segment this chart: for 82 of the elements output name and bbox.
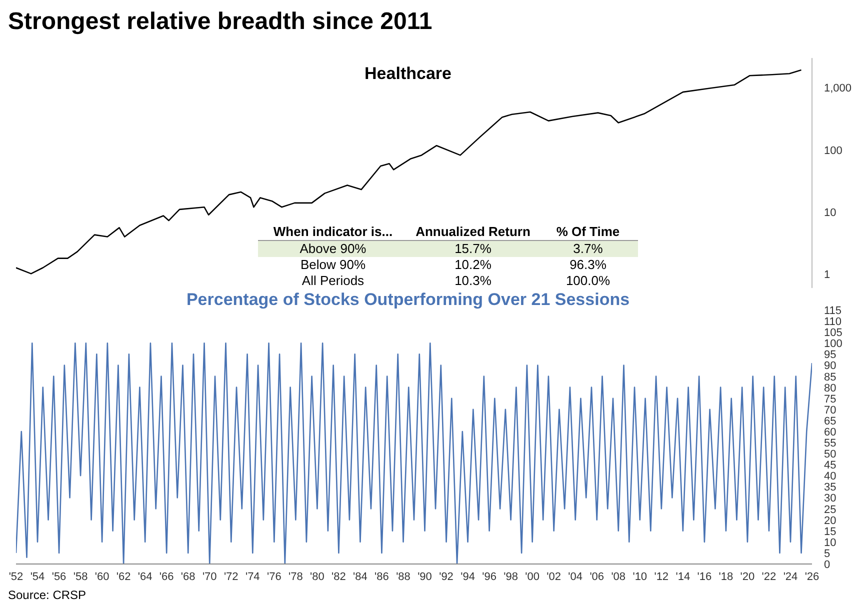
- x-tick-label: '20: [740, 570, 755, 583]
- y-tick-label: 1,000: [824, 82, 852, 95]
- x-tick-label: '86: [374, 570, 389, 583]
- x-tick-label: '18: [718, 570, 734, 583]
- y-tick-label: 80: [824, 382, 836, 394]
- x-tick-label: '16: [697, 570, 712, 583]
- x-tick-label: '70: [202, 570, 217, 583]
- x-tick-label: '98: [504, 570, 518, 583]
- x-tick-label: '06: [590, 570, 604, 583]
- y-tick-label: 55: [824, 438, 836, 450]
- y-tick-label: 5: [824, 548, 830, 560]
- x-tick-label: '26: [804, 570, 820, 583]
- y-tick-label: 0: [824, 559, 830, 571]
- x-tick-label: '24: [783, 570, 798, 583]
- x-tick-label: '22: [762, 570, 776, 583]
- annotation: 3.7%: [572, 241, 604, 257]
- annotation: Below 90%: [299, 257, 367, 273]
- y-tick-label: 20: [824, 514, 836, 527]
- y-tick-label: 65: [824, 415, 836, 428]
- annotation: Above 90%: [298, 241, 368, 257]
- annotation: 10.3%: [454, 273, 492, 289]
- y-tick-label: 60: [824, 426, 836, 438]
- x-tick-label: '14: [676, 570, 690, 583]
- y-tick-label: 1: [824, 269, 830, 282]
- annotation: 10.2%: [454, 257, 492, 273]
- x-tick-label: '80: [310, 570, 324, 583]
- y-tick-label: 115: [824, 305, 842, 317]
- y-tick-label: 90: [824, 360, 836, 372]
- chart-title: Strongest relative breadth since 2011: [8, 8, 434, 37]
- x-tick-label: '08: [611, 570, 626, 583]
- source-note: Source: CRSP: [8, 588, 88, 602]
- x-tick-label: '72: [224, 570, 238, 583]
- chart-subtitle: Percentage of Stocks Outperforming Over 21 Sessions: [185, 290, 631, 310]
- y-tick-label: 75: [824, 393, 836, 406]
- y-tick-label: 45: [824, 460, 836, 472]
- y-tick-label: 25: [824, 504, 836, 516]
- x-tick-label: '00: [525, 570, 540, 583]
- annotation: Annualized Return: [408, 224, 538, 241]
- x-tick-label: '12: [654, 570, 669, 583]
- x-tick-label: '90: [418, 570, 432, 583]
- annotation: 96.3%: [568, 257, 608, 273]
- y-tick-label: 10: [824, 536, 836, 549]
- annotation: When indicator is...: [258, 224, 408, 241]
- y-tick-label: 100: [824, 144, 842, 157]
- x-tick-label: '66: [159, 570, 174, 583]
- x-tick-label: '10: [632, 570, 648, 583]
- x-tick-label: '52: [8, 570, 24, 583]
- annotation: 100.0%: [564, 273, 612, 289]
- x-tick-label: '58: [73, 570, 88, 583]
- y-tick-label: 10: [824, 207, 836, 220]
- x-tick-label: '92: [439, 570, 454, 583]
- x-tick-label: '84: [353, 570, 368, 583]
- x-tick-label: '82: [332, 570, 346, 583]
- x-tick-label: '76: [266, 570, 282, 583]
- annotation: 15.7%: [454, 241, 492, 257]
- y-tick-label: 95: [824, 349, 836, 362]
- x-tick-label: '54: [30, 570, 45, 583]
- y-tick-label: 40: [824, 470, 836, 483]
- y-tick-label: 35: [824, 482, 836, 494]
- x-tick-label: '02: [546, 570, 562, 583]
- y-tick-label: 30: [824, 492, 836, 505]
- x-tick-label: '04: [568, 570, 583, 583]
- x-tick-label: '78: [288, 570, 303, 583]
- y-tick-label: 50: [824, 448, 836, 461]
- annotation: % Of Time: [538, 224, 638, 241]
- y-tick-label: 110: [824, 316, 842, 328]
- y-tick-label: 15: [824, 526, 836, 538]
- chart-subtitle: Healthcare: [364, 64, 452, 84]
- y-tick-label: 85: [824, 371, 836, 384]
- x-tick-label: '74: [245, 570, 260, 583]
- y-tick-label: 100: [824, 338, 842, 350]
- annotation: All Periods: [300, 273, 366, 289]
- x-tick-label: '94: [460, 570, 475, 583]
- x-tick-label: '64: [138, 570, 152, 583]
- x-tick-label: '60: [94, 570, 110, 583]
- x-tick-label: '68: [180, 570, 196, 583]
- x-tick-label: '96: [482, 570, 496, 583]
- x-tick-label: '88: [396, 570, 410, 583]
- y-tick-label: 70: [824, 404, 836, 416]
- x-tick-label: '56: [52, 570, 66, 583]
- y-tick-label: 105: [824, 327, 842, 340]
- x-tick-label: '62: [116, 570, 131, 583]
